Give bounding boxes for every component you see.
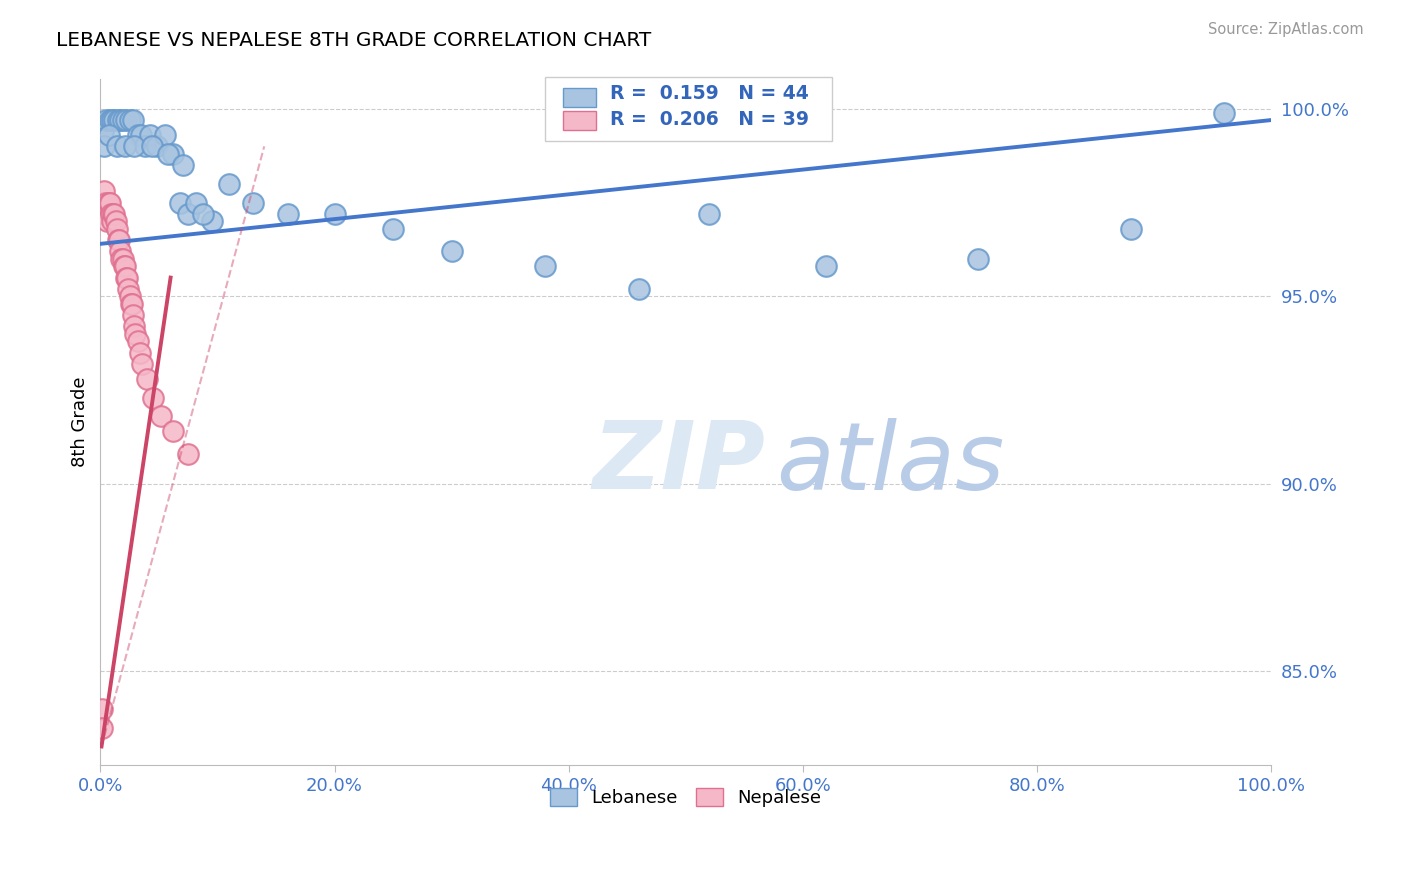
Point — [91, 195, 114, 210]
Text: ZIP: ZIP — [592, 417, 765, 509]
Text: LEBANESE VS NEPALESE 8TH GRADE CORRELATION CHART: LEBANESE VS NEPALESE 8TH GRADE CORRELATI… — [56, 31, 651, 50]
Point — [101, 214, 124, 228]
Point — [124, 139, 146, 153]
Point — [136, 372, 159, 386]
Point — [440, 244, 463, 259]
Point — [141, 139, 163, 153]
Point — [97, 128, 120, 142]
Y-axis label: 8th Grade: 8th Grade — [72, 376, 89, 467]
Point — [129, 345, 152, 359]
Point — [98, 195, 121, 210]
Point — [218, 177, 240, 191]
Point — [150, 409, 173, 424]
Point — [177, 207, 200, 221]
Point — [96, 113, 118, 128]
Point — [153, 128, 176, 142]
Point — [1119, 222, 1142, 236]
Point — [242, 195, 264, 210]
Point — [627, 282, 650, 296]
Point — [1213, 105, 1236, 120]
Point — [110, 113, 132, 128]
Text: R =  0.159   N = 44: R = 0.159 N = 44 — [610, 85, 808, 103]
Point — [100, 207, 122, 221]
Point — [103, 113, 125, 128]
Point — [131, 128, 153, 142]
Point — [134, 139, 156, 153]
Point — [104, 214, 127, 228]
Point — [169, 195, 191, 210]
Point — [186, 195, 208, 210]
Point — [323, 207, 346, 221]
FancyBboxPatch shape — [562, 112, 596, 130]
Point — [138, 128, 160, 142]
Point — [200, 214, 222, 228]
Point — [90, 702, 112, 716]
Point — [277, 207, 299, 221]
Point — [105, 139, 128, 153]
Point — [118, 113, 141, 128]
Point — [103, 207, 125, 221]
Point — [107, 113, 129, 128]
Point — [110, 244, 132, 259]
Point — [162, 146, 184, 161]
Point — [127, 128, 149, 142]
Point — [94, 207, 117, 221]
Point — [177, 447, 200, 461]
Point — [697, 207, 720, 221]
Point — [120, 297, 142, 311]
Point — [117, 270, 139, 285]
Point — [114, 139, 136, 153]
Point — [112, 260, 135, 274]
Point — [90, 721, 112, 735]
Point — [124, 319, 146, 334]
Point — [96, 195, 118, 210]
Point — [111, 113, 134, 128]
Point — [157, 146, 180, 161]
Point — [131, 357, 153, 371]
FancyBboxPatch shape — [562, 87, 596, 107]
FancyBboxPatch shape — [546, 78, 832, 141]
Point — [124, 326, 146, 341]
Point — [91, 124, 114, 138]
Point — [534, 260, 557, 274]
Point — [122, 308, 145, 322]
Point — [145, 139, 167, 153]
Point — [101, 113, 124, 128]
Point — [127, 334, 149, 349]
Point — [117, 282, 139, 296]
Text: R =  0.206   N = 39: R = 0.206 N = 39 — [610, 110, 808, 128]
Text: Source: ZipAtlas.com: Source: ZipAtlas.com — [1208, 22, 1364, 37]
Point — [115, 113, 138, 128]
Point — [815, 260, 838, 274]
Point — [114, 260, 136, 274]
Point — [162, 425, 184, 439]
Text: atlas: atlas — [776, 417, 1004, 508]
Point — [107, 233, 129, 247]
Point — [105, 222, 128, 236]
Point — [110, 252, 132, 266]
Point — [98, 113, 121, 128]
Point — [97, 195, 120, 210]
Point — [142, 391, 165, 405]
Point — [93, 185, 115, 199]
Point — [382, 222, 405, 236]
Point — [111, 252, 134, 266]
Point — [122, 113, 145, 128]
Point — [96, 214, 118, 228]
Point — [172, 158, 194, 172]
Point — [103, 207, 125, 221]
Point — [118, 289, 141, 303]
Point — [93, 139, 115, 153]
Point — [193, 207, 215, 221]
Point — [108, 233, 131, 247]
Point — [967, 252, 990, 266]
Point — [115, 270, 138, 285]
Legend: Lebanese, Nepalese: Lebanese, Nepalese — [543, 780, 828, 814]
Point — [121, 297, 143, 311]
